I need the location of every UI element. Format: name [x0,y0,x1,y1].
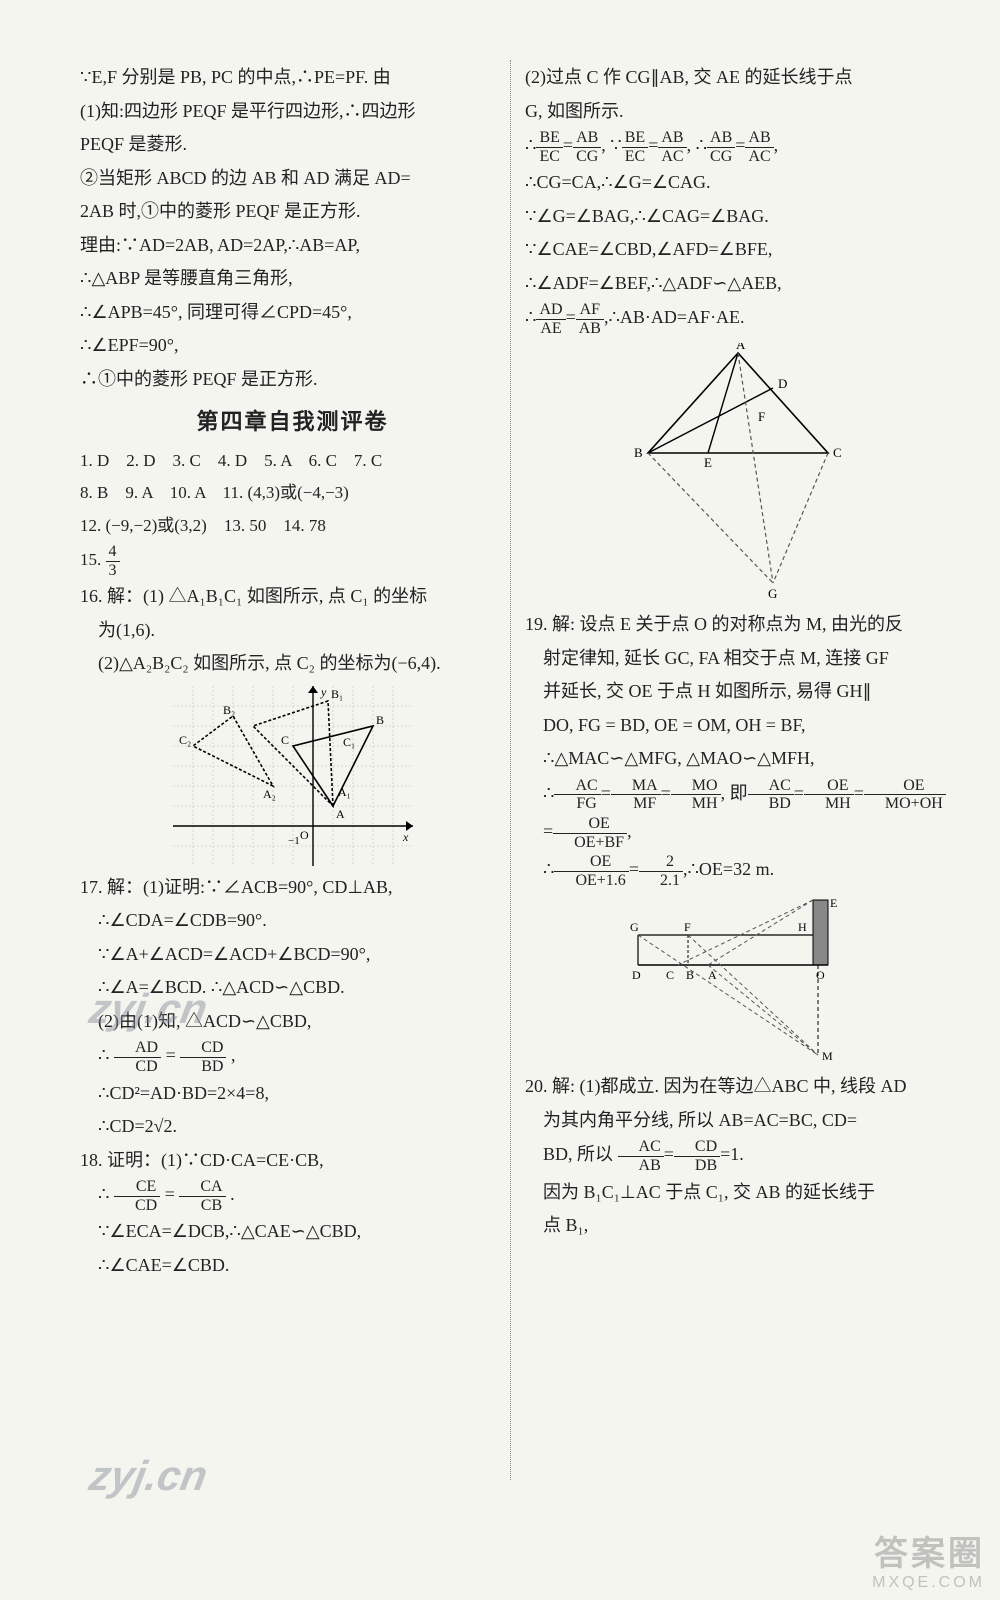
figure-19: D C B A O E F G H M [525,895,950,1065]
svg-text:A: A [708,968,717,982]
svg-text:M: M [822,1049,833,1063]
q20-line: 点 B₁, [525,1210,950,1242]
svg-text:F: F [684,920,691,934]
answer-row: 12. (−9,−2)或(3,2) 13. 50 14. 78 [80,511,505,542]
text: ∴①中的菱形 PEQF 是正方形. [80,364,505,396]
svg-text:B₂: B₂ [223,703,235,717]
prefix: ∴ [98,1046,109,1066]
svg-text:D: D [778,376,787,391]
q19-frac3: ∴OEOE+1.6=22.1,∴OE=32 m. [525,853,950,889]
q19-line: 射定律知, 延长 GC, FA 相交于点 M, 连接 GF [525,643,950,675]
q20-frac: BD, 所以 ACAB=CDDB=1. [525,1138,950,1174]
svg-text:H: H [798,920,807,934]
q17-line: ∴CD=2√2. [80,1111,505,1143]
q18b-line: ∴∠ADF=∠BEF,∴△ADF∽△AEB, [525,268,950,300]
q17-line: 17. 解：(1)证明:∵∠ACB=90°, CD⊥AB, [80,872,505,904]
svg-text:E: E [830,896,837,910]
column-divider [510,60,511,1480]
text: ∴∠EPF=90°, [80,330,505,362]
figure-18: A B C D E F G [525,343,950,603]
corner-watermark-url: MXQE.COM [872,1574,985,1592]
denominator: 3 [106,562,120,580]
svg-text:O: O [816,968,825,982]
text: (1)知:四边形 PEQF 是平行四边形,∴四边形 [80,96,505,128]
svg-text:A: A [336,807,345,821]
svg-text:x: x [402,830,409,844]
text: 理由:∵AD=2AB, AD=2AP,∴AB=AP, [80,230,505,262]
q18-line: 18. 证明：(1)∵CD·CA=CE·CB, [80,1145,505,1177]
svg-text:C₂: C₂ [179,733,191,747]
watermark: zyj.cn [86,985,211,1033]
q16-line: 16. 解：(1) △A₁B₁C₁ 如图所示, 点 C₁ 的坐标 [80,581,505,613]
answer-row: 8. B 9. A 10. A 11. (4,3)或(−4,−3) [80,478,505,509]
svg-text:B₁: B₁ [331,687,343,701]
q20-line: 为其内角平分线, 所以 AB=AC=BC, CD= [525,1105,950,1137]
q18b-frac2: ∴ADAE=AFAB,∴AB·AD=AF·AE. [525,301,950,337]
svg-text:B: B [686,968,694,982]
q19-frac1: ∴ACFG=MAMF=MOMH, 即ACBD=OEMH=OEMO+OH [525,777,950,813]
q19-line: ∴△MAC∽△MFG, △MAO∽△MFH, [525,743,950,775]
q16-line: (2)△A₂B₂C₂ 如图所示, 点 C₂ 的坐标为(−6,4). [80,648,505,680]
page: ∵E,F 分别是 PB, PC 的中点,∴PE=PF. 由 (1)知:四边形 P… [0,0,1000,1313]
svg-text:A₁: A₁ [338,785,351,799]
svg-text:C₁: C₁ [343,735,355,749]
svg-text:C: C [666,968,674,982]
svg-text:A₂: A₂ [263,787,276,801]
svg-text:C: C [833,445,842,460]
q18b-line: ∵∠CAE=∠CBD,∠AFD=∠BFE, [525,234,950,266]
svg-text:B: B [376,713,384,727]
q18b-line: ∵∠G=∠BAG,∴∠CAG=∠BAG. [525,201,950,233]
q18-frac: ∴ CECD = CACB . [80,1178,505,1214]
svg-text:F: F [758,409,765,424]
q17-frac: ∴ ADCD = CDBD , [80,1039,505,1075]
svg-text:O: O [300,828,309,842]
answers-block: 1. D 2. D 3. C 4. D 5. A 6. C 7. C 8. B … [80,446,505,580]
q18b-fracs: ∴BEEC=ABCG, ∵BEEC=ABAC, ∴ABCG=ABAC, [525,129,950,165]
numerator: 4 [106,543,120,562]
svg-text:G: G [768,586,777,601]
q19-frac2: =OEOE+BF, [525,815,950,851]
chapter-title: 第四章自我测评卷 [80,403,505,442]
q17-line: ∵∠A+∠ACD=∠ACD+∠BCD=90°, [80,939,505,971]
text: ②当矩形 ABCD 的边 AB 和 AD 满足 AD= [80,163,505,195]
figure-16: A B C B₁ C₁ A₁ A₂ B₂ C₂ O x y −1 [80,686,505,866]
svg-text:A: A [736,343,746,352]
svg-text:B: B [634,445,643,460]
q18-line: ∵∠ECA=∠DCB,∴△CAE∽△CBD, [80,1216,505,1248]
q20-line: 因为 B₁C₁⊥AC 于点 C₁, 交 AB 的延长线于 [525,1177,950,1209]
watermark: zyj.cn [86,1452,211,1500]
q18b-line: G, 如图所示. [525,96,950,128]
q16-line: 为(1,6). [80,615,505,647]
prefix: ∴ [98,1184,109,1204]
text: ∵E,F 分别是 PB, PC 的中点,∴PE=PF. 由 [80,62,505,94]
answer-row: 1. D 2. D 3. C 4. D 5. A 6. C 7. C [80,446,505,477]
svg-text:C: C [281,733,289,747]
fraction: 4 3 [106,543,120,579]
svg-text:−1: −1 [288,835,300,847]
corner-watermark: 答案圈 [874,1526,985,1575]
svg-text:G: G [630,920,639,934]
svg-text:D: D [632,968,641,982]
q19-line: DO, FG = BD, OE = OM, OH = BF, [525,710,950,742]
q20-line: 20. 解: (1)都成立. 因为在等边△ABC 中, 线段 AD [525,1071,950,1103]
text: ∴△ABP 是等腰直角三角形, [80,263,505,295]
q19-line: 并延长, 交 OE 于点 H 如图所示, 易得 GH∥ [525,676,950,708]
right-column: (2)过点 C 作 CG∥AB, 交 AE 的延长线于点 G, 如图所示. ∴B… [525,60,950,1283]
left-column: ∵E,F 分别是 PB, PC 的中点,∴PE=PF. 由 (1)知:四边形 P… [80,60,505,1283]
q18b-line: (2)过点 C 作 CG∥AB, 交 AE 的延长线于点 [525,62,950,94]
q17-line: ∴CD²=AD·BD=2×4=8, [80,1078,505,1110]
text: ∴∠APB=45°, 同理可得∠CPD=45°, [80,297,505,329]
svg-text:y: y [320,686,327,699]
q19-line: 19. 解: 设点 E 关于点 O 的对称点为 M, 由光的反 [525,609,950,641]
q17-line: ∴∠CDA=∠CDB=90°. [80,905,505,937]
text: 2AB 时,①中的菱形 PEQF 是正方形. [80,196,505,228]
q18-line: ∴∠CAE=∠CBD. [80,1250,505,1282]
text: PEQF 是菱形. [80,129,505,161]
answer-row: 15. 4 3 [80,543,505,579]
q18b-line: ∴CG=CA,∴∠G=∠CAG. [525,167,950,199]
svg-text:E: E [704,455,712,470]
q15-label: 15. [80,545,101,576]
